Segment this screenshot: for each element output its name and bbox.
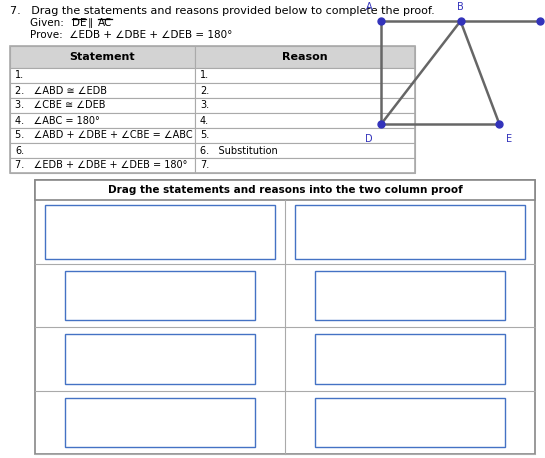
Bar [195, 83, 415, 98]
Text: ∥: ∥ [156, 290, 161, 300]
Text: Reason: Reason [282, 52, 328, 62]
Text: 7.   Drag the statements and reasons provided below to complete the proof.: 7. Drag the statements and reasons provi… [10, 6, 435, 16]
Text: 7.   ∠EDB + ∠DBE + ∠DEB = 180°: 7. ∠EDB + ∠DBE + ∠DEB = 180° [15, 160, 187, 170]
Text: ∠ABD + ∠DBE + ∠CBE = 180°: ∠ABD + ∠DBE + ∠CBE = 180° [339, 354, 481, 363]
Text: 3.   ∠CBE ≅ ∠DEB: 3. ∠CBE ≅ ∠DEB [15, 100, 106, 110]
Bar [45, 205, 275, 258]
Bar [10, 98, 195, 113]
Text: 5.: 5. [200, 131, 209, 141]
Text: Angle Addition: Angle Addition [127, 354, 193, 363]
Text: Given:: Given: [30, 18, 70, 28]
Text: 5.   ∠ABD + ∠DBE + ∠CBE = ∠ABC: 5. ∠ABD + ∠DBE + ∠CBE = ∠ABC [15, 131, 192, 141]
Text: Substitution: Substitution [132, 418, 187, 427]
Bar [10, 158, 195, 173]
Text: If two || lines are cut by a transversal, then
alternate interior angles are con: If two || lines are cut by a transversal… [312, 222, 508, 241]
Text: If two || lines are cut by a transversal, then
alternate interior angles are con: If two || lines are cut by a transversal… [62, 222, 258, 241]
Text: 1.: 1. [200, 71, 209, 81]
Text: 6.   Substitution: 6. Substitution [200, 146, 278, 156]
Bar [315, 398, 505, 447]
Bar [195, 143, 415, 158]
Text: D: D [366, 134, 373, 143]
Text: 4.: 4. [200, 115, 209, 125]
Text: AC: AC [98, 18, 112, 28]
Text: Given: Given [397, 418, 423, 427]
Text: DE: DE [142, 290, 156, 300]
Bar [315, 334, 505, 383]
Text: E: E [506, 134, 513, 143]
Text: Drag the statements and reasons into the two column proof: Drag the statements and reasons into the… [107, 185, 462, 195]
Bar [10, 83, 195, 98]
Bar [10, 113, 195, 128]
Text: 2.   ∠ABD ≅ ∠EDB: 2. ∠ABD ≅ ∠EDB [15, 86, 107, 96]
Text: 7.: 7. [200, 160, 209, 170]
Bar [10, 128, 195, 143]
Bar [35, 180, 535, 200]
Text: 4.   ∠ABC = 180°: 4. ∠ABC = 180° [15, 115, 100, 125]
Text: 1.: 1. [15, 71, 24, 81]
Bar [10, 46, 415, 173]
Text: ∥: ∥ [88, 18, 93, 28]
Bar [195, 113, 415, 128]
Text: AC: AC [167, 290, 180, 300]
Bar [65, 334, 255, 383]
Text: DE: DE [72, 18, 87, 28]
Bar [195, 46, 415, 68]
Text: 6.: 6. [15, 146, 24, 156]
Bar [195, 158, 415, 173]
Bar [295, 205, 525, 258]
Bar [195, 68, 415, 83]
Bar [35, 180, 535, 454]
Text: Straight Angle: Straight Angle [378, 291, 443, 300]
Text: B: B [457, 2, 464, 11]
Bar [65, 271, 255, 320]
Text: Statement: Statement [70, 52, 135, 62]
Bar [315, 271, 505, 320]
Text: 3.: 3. [200, 100, 209, 110]
Bar [10, 143, 195, 158]
Text: A: A [366, 2, 373, 11]
Text: Prove:  ∠EDB + ∠DBE + ∠DEB = 180°: Prove: ∠EDB + ∠DBE + ∠DEB = 180° [30, 30, 232, 40]
Bar [10, 68, 195, 83]
Bar [195, 128, 415, 143]
Text: 2.: 2. [200, 86, 209, 96]
Bar [10, 46, 195, 68]
Bar [195, 98, 415, 113]
Bar [65, 398, 255, 447]
